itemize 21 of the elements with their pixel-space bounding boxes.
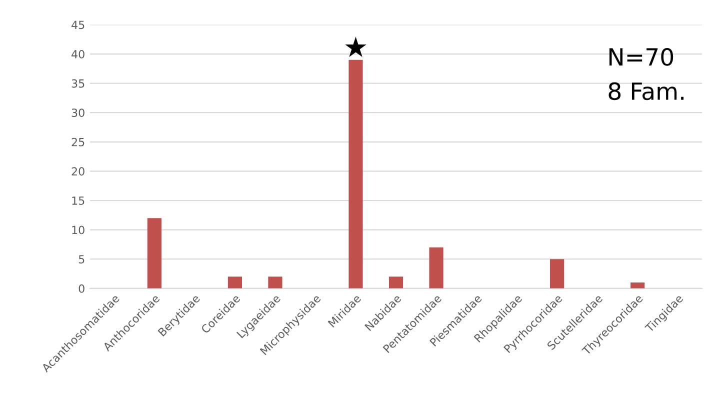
bar bbox=[147, 218, 162, 288]
y-tick-label: 20 bbox=[72, 167, 84, 176]
y-tick-label: 40 bbox=[72, 50, 84, 58]
annotation: ★ bbox=[345, 36, 366, 57]
annotation: 8 Fam. bbox=[608, 82, 684, 100]
bar bbox=[268, 276, 282, 288]
bar bbox=[429, 247, 444, 288]
bar bbox=[550, 259, 564, 288]
y-tick-label: 5 bbox=[78, 255, 84, 264]
y-tick-label: 45 bbox=[72, 20, 84, 30]
y-tick-label: 10 bbox=[72, 226, 84, 234]
y-tick-label: 35 bbox=[72, 79, 84, 88]
bar bbox=[228, 276, 242, 288]
y-tick-label: 30 bbox=[72, 108, 84, 117]
y-tick-label: 15 bbox=[72, 196, 84, 205]
bar bbox=[630, 282, 645, 288]
bar bbox=[388, 276, 404, 288]
y-tick-label: 0 bbox=[78, 284, 84, 293]
bar bbox=[348, 60, 363, 288]
annotation: N=70 bbox=[609, 48, 674, 66]
y-tick-label: 25 bbox=[72, 138, 84, 146]
